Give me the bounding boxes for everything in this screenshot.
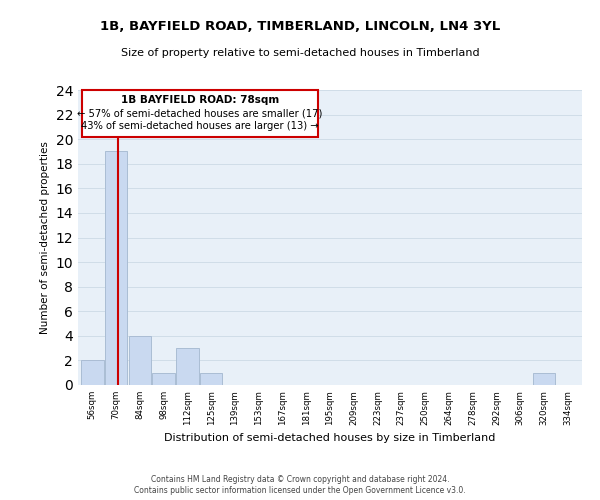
Bar — [176, 348, 199, 385]
Text: Contains HM Land Registry data © Crown copyright and database right 2024.: Contains HM Land Registry data © Crown c… — [151, 475, 449, 484]
Bar — [81, 360, 104, 385]
Text: Size of property relative to semi-detached houses in Timberland: Size of property relative to semi-detach… — [121, 48, 479, 58]
Text: Contains public sector information licensed under the Open Government Licence v3: Contains public sector information licen… — [134, 486, 466, 495]
Bar — [128, 336, 151, 385]
Text: ← 57% of semi-detached houses are smaller (17): ← 57% of semi-detached houses are smalle… — [77, 108, 323, 118]
Bar — [200, 372, 223, 385]
FancyBboxPatch shape — [82, 90, 318, 136]
Y-axis label: Number of semi-detached properties: Number of semi-detached properties — [40, 141, 50, 334]
Text: 43% of semi-detached houses are larger (13) →: 43% of semi-detached houses are larger (… — [81, 120, 319, 130]
Bar — [152, 372, 175, 385]
X-axis label: Distribution of semi-detached houses by size in Timberland: Distribution of semi-detached houses by … — [164, 433, 496, 443]
Text: 1B BAYFIELD ROAD: 78sqm: 1B BAYFIELD ROAD: 78sqm — [121, 95, 279, 105]
Bar — [533, 372, 555, 385]
Bar — [105, 152, 127, 385]
Text: 1B, BAYFIELD ROAD, TIMBERLAND, LINCOLN, LN4 3YL: 1B, BAYFIELD ROAD, TIMBERLAND, LINCOLN, … — [100, 20, 500, 33]
